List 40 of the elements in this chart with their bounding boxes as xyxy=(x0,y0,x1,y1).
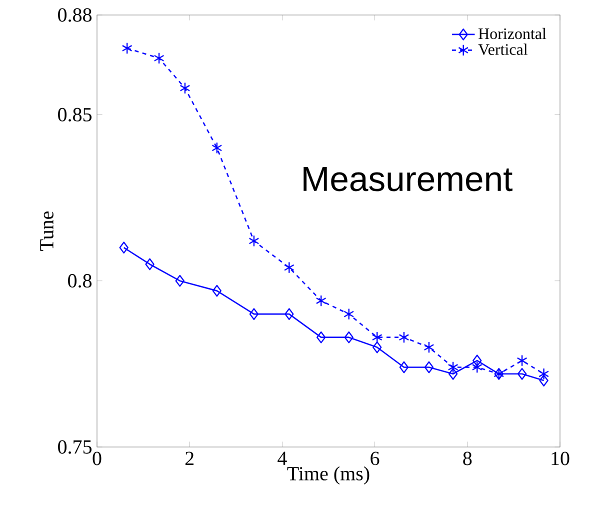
point xyxy=(399,361,409,374)
point xyxy=(212,142,222,154)
point xyxy=(154,52,164,64)
x-tick-label: 8 xyxy=(463,452,472,466)
legend-label: Vertical xyxy=(478,44,528,56)
point xyxy=(316,294,326,307)
y-tick-label: 0.75 xyxy=(58,440,92,454)
point xyxy=(424,361,434,374)
point xyxy=(175,274,184,287)
point xyxy=(316,331,326,344)
point xyxy=(448,368,458,380)
point xyxy=(212,284,222,297)
point xyxy=(472,361,482,374)
point xyxy=(539,374,548,386)
x-axis-title: Time (ms) xyxy=(287,466,370,485)
x-tick-label: 2 xyxy=(185,452,194,465)
x-tick-label: 0 xyxy=(92,452,102,466)
x-tick-label: 6 xyxy=(370,452,380,466)
annotation: Measurement xyxy=(304,167,512,192)
y-tick-label: 0.85 xyxy=(58,108,92,122)
point xyxy=(284,308,294,320)
point xyxy=(119,242,128,254)
point xyxy=(249,308,259,320)
point xyxy=(122,42,132,54)
point xyxy=(180,82,190,94)
point xyxy=(284,262,294,274)
point xyxy=(344,308,354,320)
point xyxy=(398,331,410,344)
point xyxy=(145,258,154,270)
point xyxy=(344,331,354,344)
x-tick-label: 4 xyxy=(278,452,287,465)
y-axis-title: Tune xyxy=(40,212,54,251)
point xyxy=(472,354,482,367)
y-tick-label: 0.8 xyxy=(68,274,92,288)
point xyxy=(448,361,458,374)
point xyxy=(424,341,434,354)
point xyxy=(248,235,260,247)
legend-label: Horizontal xyxy=(478,28,546,40)
x-tick-label: 10 xyxy=(552,452,570,466)
y-tick-label: 0.88 xyxy=(58,8,92,22)
